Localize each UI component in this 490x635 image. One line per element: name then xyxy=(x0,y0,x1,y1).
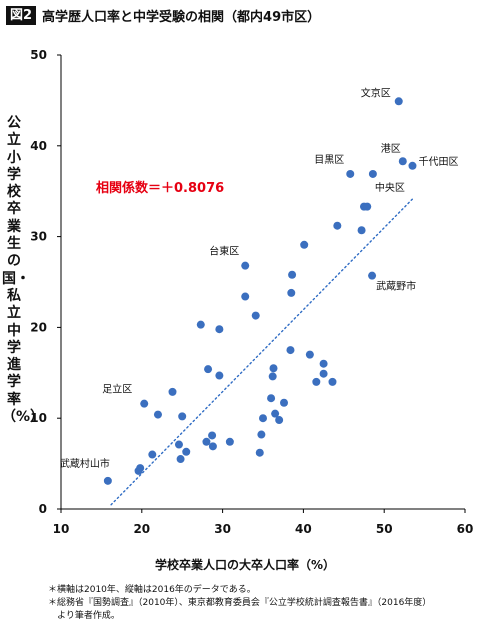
data-point xyxy=(176,455,185,464)
data-point xyxy=(182,447,191,456)
data-point xyxy=(286,346,295,355)
footnote-line: ＊横軸は2010年、縦軸は2016年のデータである。 xyxy=(48,585,256,595)
footnotes: ＊横軸は2010年、縦軸は2016年のデータである。 ＊総務省『国勢調査』（20… xyxy=(48,584,431,623)
data-point xyxy=(140,399,149,408)
data-point xyxy=(312,377,321,386)
data-point xyxy=(225,437,234,446)
data-point xyxy=(328,377,337,386)
point-label: 足立区 xyxy=(102,383,132,396)
data-point xyxy=(267,394,276,403)
point-label: 武蔵村山市 xyxy=(60,457,110,470)
x-tick-label: 50 xyxy=(376,522,393,536)
data-point xyxy=(103,476,112,485)
data-point xyxy=(287,288,296,297)
data-point xyxy=(357,226,366,235)
data-point xyxy=(204,365,213,374)
data-point xyxy=(368,271,377,280)
y-tick-label: 30 xyxy=(30,230,47,244)
y-axis-label: 公立小学校卒業生の国・私立中学進学率（%） xyxy=(2,115,45,426)
point-label: 目黒区 xyxy=(314,154,344,166)
x-tick-label: 60 xyxy=(457,522,474,536)
data-point xyxy=(368,169,377,178)
figure-title: 高学歴人口率と中学受験の相関（都内49市区） xyxy=(42,9,321,25)
y-tick-label: 20 xyxy=(30,320,47,334)
data-point xyxy=(174,440,183,449)
data-point xyxy=(215,325,224,334)
data-point xyxy=(251,311,260,320)
point-label: 中央区 xyxy=(375,181,405,194)
data-point xyxy=(178,412,187,421)
data-point xyxy=(398,157,407,166)
figure-header: 図2 高学歴人口率と中学受験の相関（都内49市区） xyxy=(6,5,320,25)
footnote-line: ＊総務省『国勢調査』（2010年）、東京都教育委員会『公立学校統計調査報告書』（… xyxy=(48,598,432,608)
data-point xyxy=(269,364,278,373)
data-point xyxy=(208,431,217,440)
data-point xyxy=(241,261,250,270)
x-tick-label: 20 xyxy=(133,522,150,536)
data-point xyxy=(241,292,250,301)
data-point xyxy=(305,350,314,359)
x-tick-label: 30 xyxy=(214,522,231,536)
data-point xyxy=(257,430,266,439)
data-point xyxy=(275,416,284,425)
x-axis-label: 学校卒業人口の大卒人口率（%） xyxy=(154,558,336,572)
data-point xyxy=(148,450,157,459)
y-tick-label: 50 xyxy=(30,48,47,62)
data-point xyxy=(153,410,162,419)
data-point xyxy=(319,359,328,368)
data-point xyxy=(363,202,372,211)
footnote-line: より筆者作成。 xyxy=(48,611,120,621)
point-label: 千代田区 xyxy=(418,156,458,168)
data-point xyxy=(215,371,224,380)
scatter-chart: 10 20 30 40 50 60 0 10 20 30 40 50 武蔵村山市 足立区 台東区 目黒区武蔵野… xyxy=(30,48,474,536)
y-tick-label: 40 xyxy=(30,139,47,153)
data-point xyxy=(255,448,264,457)
x-tick-label: 10 xyxy=(53,522,70,536)
data-point xyxy=(136,464,145,473)
data-point xyxy=(208,442,217,451)
data-point xyxy=(268,372,277,381)
data-point xyxy=(300,240,309,249)
data-point xyxy=(319,369,328,378)
data-point xyxy=(288,270,297,279)
data-point xyxy=(271,409,280,418)
data-point xyxy=(196,320,205,329)
data-point xyxy=(259,414,267,423)
y-tick-label: 10 xyxy=(30,411,47,425)
point-label: 武蔵野市 xyxy=(376,280,416,293)
trend-line xyxy=(110,198,414,506)
point-label: 台東区 xyxy=(209,245,239,258)
point-label: 文京区 xyxy=(361,86,391,99)
x-tick-label: 40 xyxy=(295,522,312,536)
data-point xyxy=(394,97,403,106)
data-point xyxy=(333,221,342,230)
data-point xyxy=(168,387,177,396)
data-point xyxy=(408,161,417,170)
data-point xyxy=(346,169,355,178)
data-point xyxy=(202,437,211,446)
data-point xyxy=(280,398,289,407)
point-label: 港区 xyxy=(381,143,401,155)
y-tick-label: 0 xyxy=(39,502,47,516)
correlation-annotation: 相関係数＝＋0.8076 xyxy=(96,180,224,196)
figure-badge: 図2 xyxy=(6,5,37,25)
